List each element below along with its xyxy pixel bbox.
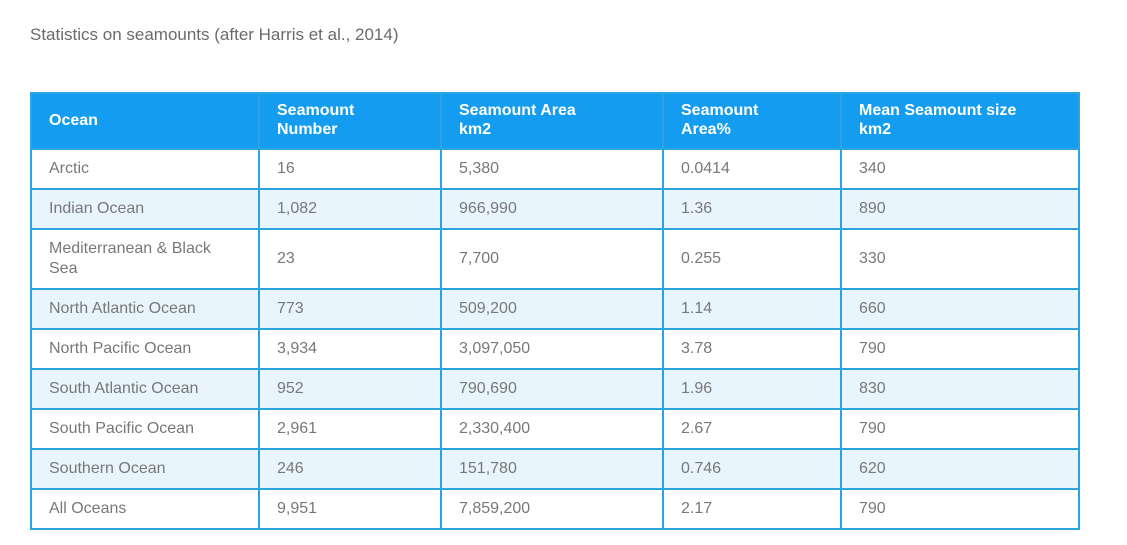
cell-seamount-number: 23 [258,227,442,290]
cell-seamount-number: 246 [258,447,442,490]
cell-ocean: South Pacific Ocean [30,407,260,450]
cell-seamount-area-pct: 1.96 [662,367,842,410]
cell-seamount-area-km2: 151,780 [440,447,664,490]
cell-ocean: South Atlantic Ocean [30,367,260,410]
cell-mean-seamount-size-km2: 790 [840,487,1080,530]
cell-mean-seamount-size-km2: 790 [840,327,1080,370]
cell-seamount-area-pct: 0.746 [662,447,842,490]
cell-seamount-area-km2: 3,097,050 [440,327,664,370]
table-row: Southern Ocean 246 151,780 0.746 620 [30,447,1080,490]
cell-mean-seamount-size-km2: 330 [840,227,1080,290]
cell-seamount-area-pct: 2.67 [662,407,842,450]
cell-seamount-area-pct: 1.14 [662,287,842,330]
cell-seamount-area-km2: 7,859,200 [440,487,664,530]
table-row: Indian Ocean 1,082 966,990 1.36 890 [30,187,1080,230]
cell-seamount-number: 3,934 [258,327,442,370]
table-row: Arctic 16 5,380 0.0414 340 [30,147,1080,190]
cell-mean-seamount-size-km2: 660 [840,287,1080,330]
cell-seamount-area-km2: 790,690 [440,367,664,410]
table-row: Mediterranean & Black Sea 23 7,700 0.255 330 [30,227,1080,290]
table-row: All Oceans 9,951 7,859,200 2.17 790 [30,487,1080,530]
page-container: Statistics on seamounts (after Harris et… [30,25,1080,530]
cell-ocean: Southern Ocean [30,447,260,490]
cell-seamount-number: 9,951 [258,487,442,530]
cell-seamount-area-pct: 1.36 [662,187,842,230]
cell-mean-seamount-size-km2: 620 [840,447,1080,490]
cell-ocean: Arctic [30,147,260,190]
cell-seamount-number: 773 [258,287,442,330]
table-row: North Atlantic Ocean 773 509,200 1.14 660 [30,287,1080,330]
column-header-ocean: Ocean [30,92,260,150]
table-body: Arctic 16 5,380 0.0414 340 Indian Ocean 1,082 9… [30,147,1080,530]
cell-seamount-area-km2: 5,380 [440,147,664,190]
column-header-mean-seamount-size-km2: Mean Seamount size km2 [840,92,1080,150]
cell-seamount-number: 1,082 [258,187,442,230]
cell-seamount-area-km2: 7,700 [440,227,664,290]
cell-seamount-area-pct: 2.17 [662,487,842,530]
cell-seamount-number: 16 [258,147,442,190]
cell-ocean: North Pacific Ocean [30,327,260,370]
table-row: South Atlantic Ocean 952 790,690 1.96 830 [30,367,1080,410]
cell-mean-seamount-size-km2: 830 [840,367,1080,410]
seamounts-table: Ocean Seamount Number Seamount Area km2 … [30,92,1080,530]
cell-seamount-area-pct: 0.255 [662,227,842,290]
cell-ocean: All Oceans [30,487,260,530]
column-header-seamount-area-km2: Seamount Area km2 [440,92,664,150]
cell-seamount-number: 952 [258,367,442,410]
table-header-row: Ocean Seamount Number Seamount Area km2 … [30,92,1080,150]
page-title: Statistics on seamounts (after Harris et… [30,25,399,44]
cell-seamount-area-km2: 966,990 [440,187,664,230]
cell-seamount-area-km2: 509,200 [440,287,664,330]
cell-seamount-number: 2,961 [258,407,442,450]
cell-mean-seamount-size-km2: 890 [840,187,1080,230]
cell-ocean: Mediterranean & Black Sea [30,227,260,290]
cell-mean-seamount-size-km2: 790 [840,407,1080,450]
column-header-seamount-number: Seamount Number [258,92,442,150]
cell-seamount-area-km2: 2,330,400 [440,407,664,450]
column-header-seamount-area-pct: Seamount Area% [662,92,842,150]
cell-ocean: North Atlantic Ocean [30,287,260,330]
cell-ocean: Indian Ocean [30,187,260,230]
table-row: South Pacific Ocean 2,961 2,330,400 2.67 790 [30,407,1080,450]
cell-seamount-area-pct: 3.78 [662,327,842,370]
cell-seamount-area-pct: 0.0414 [662,147,842,190]
table-row: North Pacific Ocean 3,934 3,097,050 3.78 790 [30,327,1080,370]
cell-mean-seamount-size-km2: 340 [840,147,1080,190]
